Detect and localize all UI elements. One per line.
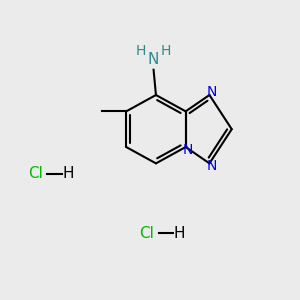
Text: N: N bbox=[207, 159, 217, 173]
Text: N: N bbox=[148, 52, 159, 68]
Text: H: H bbox=[62, 166, 74, 181]
Text: H: H bbox=[136, 44, 146, 58]
Text: H: H bbox=[161, 44, 171, 58]
Text: N: N bbox=[207, 85, 217, 99]
Text: H: H bbox=[174, 226, 185, 241]
Text: N: N bbox=[183, 143, 193, 157]
Text: Cl: Cl bbox=[140, 226, 154, 241]
Text: Cl: Cl bbox=[28, 166, 43, 181]
